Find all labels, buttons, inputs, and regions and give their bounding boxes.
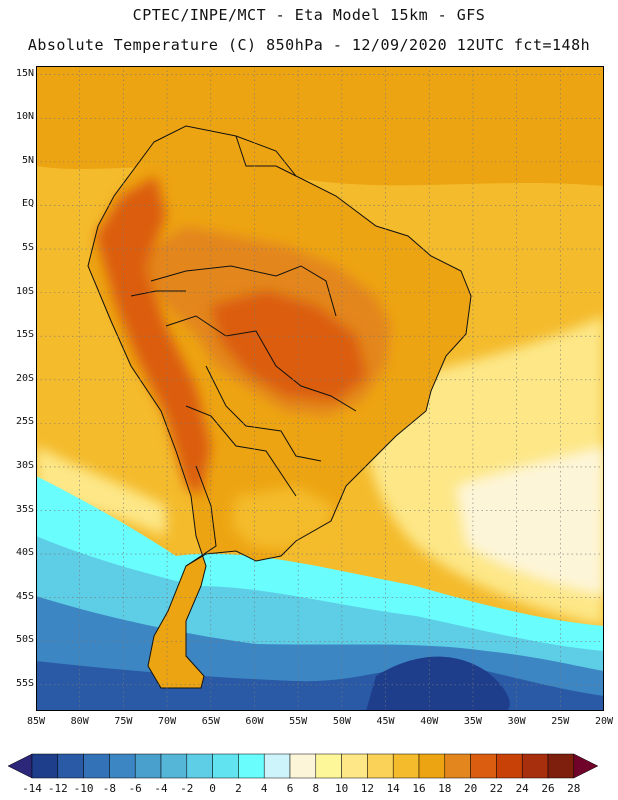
temp-band-cream-east bbox=[456, 446, 604, 596]
longitude-label: 35W bbox=[463, 716, 482, 727]
color-scale-swatch bbox=[496, 753, 523, 779]
longitude-label: 25W bbox=[551, 716, 570, 727]
color-scale-label: -14 bbox=[22, 782, 42, 795]
color-scale-label: -10 bbox=[73, 782, 94, 795]
longitude-label: 50W bbox=[332, 716, 351, 727]
color-scale-label: 6 bbox=[286, 782, 294, 795]
longitude-label: 55W bbox=[289, 716, 308, 727]
longitude-label: 70W bbox=[158, 716, 177, 727]
color-scale-label: 26 bbox=[541, 782, 555, 795]
longitude-label: 30W bbox=[507, 716, 526, 727]
color-scale-swatch bbox=[57, 753, 84, 779]
latitude-label: 50S bbox=[15, 634, 34, 646]
color-scale-label: 2 bbox=[235, 782, 242, 795]
political-borders bbox=[87, 125, 472, 689]
longitude-label: 20W bbox=[594, 716, 614, 727]
color-scale-swatch bbox=[83, 753, 110, 779]
lat-lon-grid bbox=[36, 66, 604, 711]
color-scale-swatch bbox=[315, 753, 342, 779]
temp-band-north bbox=[36, 66, 604, 186]
color-scale-underflow-arrow bbox=[7, 753, 33, 779]
map-frame bbox=[36, 66, 604, 711]
color-scale-label: 18 bbox=[438, 782, 452, 795]
longitude-label: 80W bbox=[70, 716, 89, 727]
longitude-label: 85W bbox=[26, 716, 46, 727]
longitude-label: 40W bbox=[420, 716, 439, 727]
color-scale-swatch bbox=[160, 753, 188, 779]
map-title-line-1: CPTEC/INPE/MCT - Eta Model 15km - GFS bbox=[132, 6, 486, 24]
color-scale-swatch bbox=[470, 753, 497, 779]
latitude-label: 15S bbox=[15, 329, 34, 341]
latitude-label: 55S bbox=[15, 677, 34, 689]
color-scale-swatch bbox=[109, 753, 136, 779]
color-scale-overflow-arrow bbox=[573, 753, 599, 779]
color-scale-label: 24 bbox=[515, 782, 529, 795]
longitude-label: 65W bbox=[201, 716, 220, 727]
latitude-label: 5N bbox=[21, 154, 34, 166]
temp-band-navy-core bbox=[366, 656, 510, 711]
color-scale-label: 28 bbox=[567, 782, 581, 795]
color-scale-swatch bbox=[186, 753, 213, 779]
color-scale-swatch bbox=[212, 753, 239, 779]
color-scale-label: 22 bbox=[489, 782, 504, 795]
color-scale-label: 10 bbox=[334, 782, 349, 795]
temp-band-south-cool bbox=[231, 486, 336, 551]
latitude-label: 30S bbox=[15, 459, 34, 471]
latitude-label: 10S bbox=[15, 285, 34, 297]
map-title-line-2: Absolute Temperature (C) 850hPa - 12/09/… bbox=[27, 36, 591, 54]
latitude-label: 20S bbox=[15, 372, 34, 384]
color-scale-label: 14 bbox=[386, 782, 400, 795]
color-scale-swatch bbox=[289, 753, 317, 779]
latitude-label: 25S bbox=[15, 416, 34, 428]
color-scale-swatch bbox=[392, 753, 420, 779]
latitude-label: 45S bbox=[15, 590, 34, 602]
color-scale-swatch bbox=[367, 753, 394, 779]
longitude-label: 75W bbox=[114, 716, 133, 727]
color-scale-label: -12 bbox=[47, 782, 68, 795]
color-scale-swatch bbox=[134, 753, 162, 779]
color-scale-swatch bbox=[238, 753, 265, 779]
color-scale-label: 8 bbox=[312, 782, 320, 795]
color-scale-label: 4 bbox=[260, 782, 268, 795]
latitude-label: 35S bbox=[15, 503, 34, 515]
color-scale-label: -6 bbox=[128, 782, 142, 795]
color-scale-label: -8 bbox=[102, 782, 117, 795]
longitude-label: 45W bbox=[376, 716, 395, 727]
latitude-label: 5S bbox=[21, 242, 34, 254]
color-scale-label: 20 bbox=[463, 782, 478, 795]
color-scale-swatch bbox=[418, 753, 446, 779]
latitude-label: 40S bbox=[15, 547, 34, 559]
color-scale-label: 0 bbox=[209, 782, 216, 795]
color-scale-label: -4 bbox=[154, 782, 168, 795]
temperature-map bbox=[36, 66, 604, 711]
color-scale-bar bbox=[7, 753, 599, 779]
color-scale-label: -2 bbox=[180, 782, 194, 795]
color-scale-swatch bbox=[547, 753, 575, 779]
latitude-label: 10N bbox=[15, 111, 34, 123]
color-scale-swatch bbox=[263, 753, 291, 779]
longitude-label: 60W bbox=[245, 716, 264, 727]
temp-band-central-core bbox=[211, 291, 366, 401]
latitude-label: 15N bbox=[15, 67, 34, 79]
color-scale-label: 12 bbox=[360, 782, 375, 795]
color-scale-swatch bbox=[444, 753, 471, 779]
latitude-label: EQ bbox=[21, 198, 34, 210]
color-scale-label: 16 bbox=[412, 782, 426, 795]
color-scale-swatch bbox=[521, 753, 549, 779]
temp-band-pale-west bbox=[36, 446, 166, 536]
color-scale-swatch bbox=[341, 753, 368, 779]
color-scale-swatch bbox=[31, 753, 59, 779]
